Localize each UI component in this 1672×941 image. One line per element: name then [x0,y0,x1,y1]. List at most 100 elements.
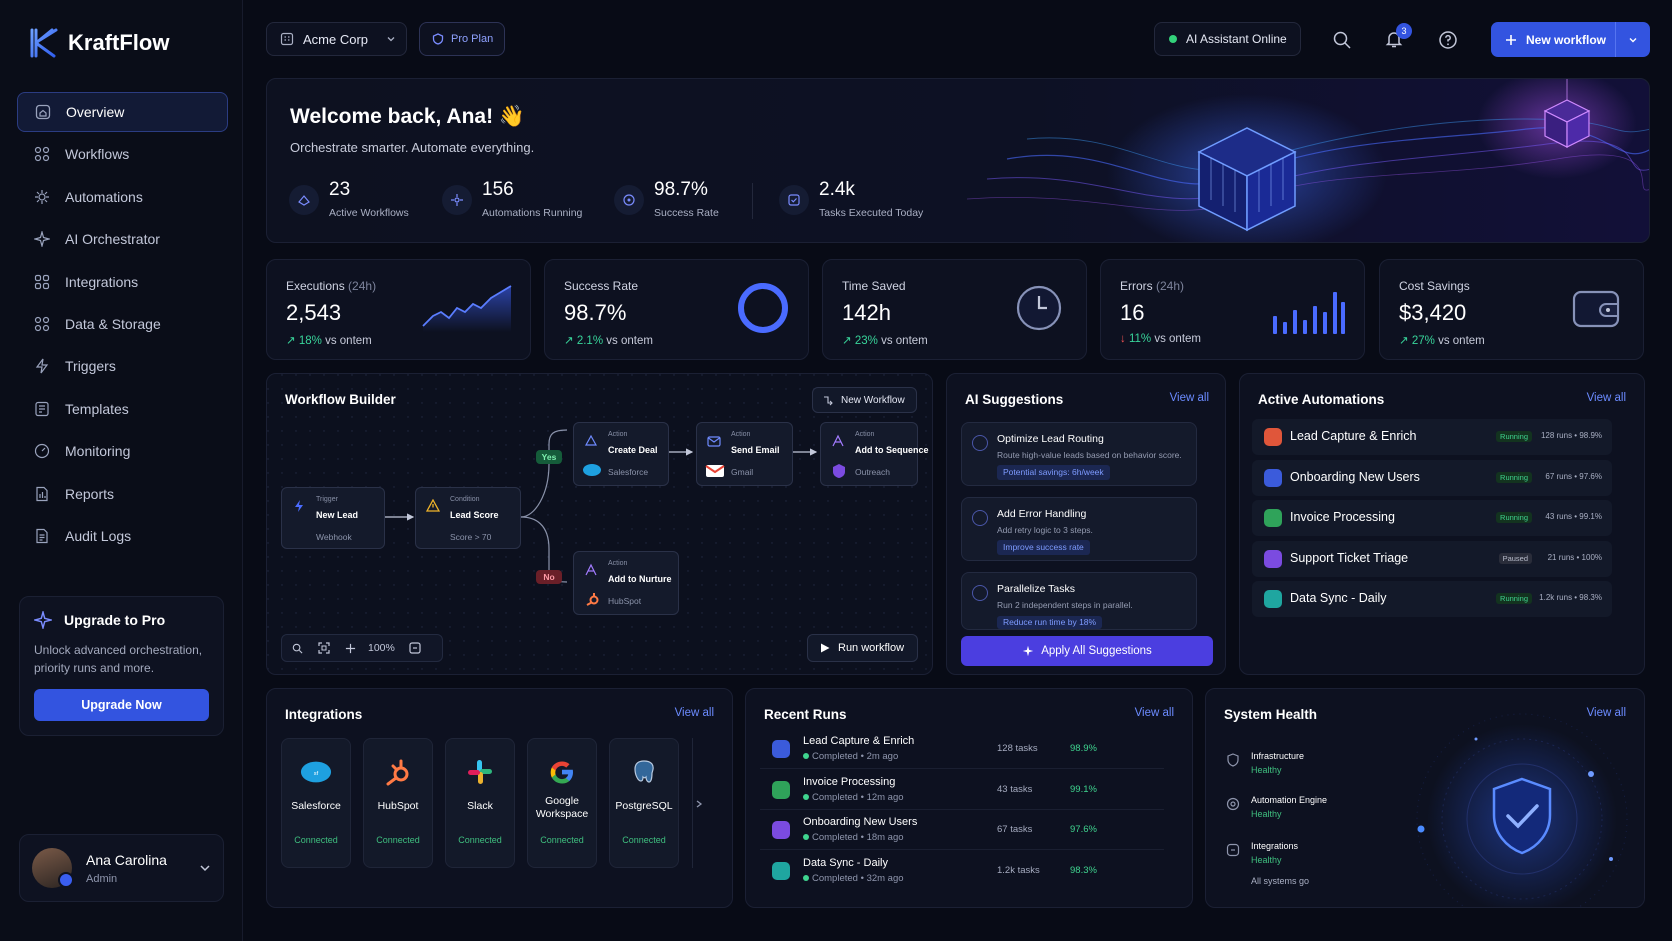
node-trigger-new-lead[interactable]: Trigger New Lead Webhook [281,487,385,549]
sidebar-item-workflows[interactable]: Workflows [17,134,228,174]
fit-view-icon[interactable] [318,642,330,654]
sidebar-item-templates[interactable]: Templates [17,389,228,429]
node-kind: Action [608,560,628,567]
automation-row-onboarding-new-users[interactable]: Onboarding New Users Running 67 runs • 97.… [1252,459,1612,496]
notifications-button[interactable]: 3 [1384,23,1412,51]
sidebar-item-ai-orchestrator[interactable]: AI Orchestrator [17,219,228,259]
node-title: Add to Nurture [608,574,672,584]
sidebar-item-integrations[interactable]: Integrations [17,262,228,302]
zoom-in-icon[interactable] [345,643,356,654]
automation-icon [1264,509,1282,527]
health-view-all-link[interactable]: View all [1586,707,1626,719]
node-action-add-to-nurture[interactable]: Action Add to Nurture HubSpot [573,551,679,615]
node-condition-lead-score[interactable]: Condition Lead Score Score > 70 [415,487,521,549]
brand-logo[interactable]: KraftFlow [30,28,169,58]
node-action-create-deal[interactable]: Action Create Deal Salesforce [573,422,669,486]
kpi-delta: 27% [1411,335,1435,347]
user-profile[interactable]: Ana Carolina Admin [19,834,224,902]
automations-view-all-link[interactable]: View all [1586,392,1626,404]
run-workflow-button[interactable]: Run workflow [807,634,918,662]
kpi-executions[interactable]: Executions (24h) 2,543 ↗ 18% vs ontem [266,259,531,360]
sidebar-item-label: Monitoring [65,443,131,460]
plan-label: Pro Plan [451,33,494,45]
suggestions-view-all-link[interactable]: View all [1169,392,1209,404]
sidebar-item-monitoring[interactable]: Monitoring [17,431,228,471]
kpi-delta: 18% [298,335,322,347]
error-bars-chart [1273,292,1345,334]
node-sub: Gmail [731,467,754,477]
run-row-onboarding-new-users[interactable]: Onboarding New Users Completed • 18m ago 6… [760,812,1164,850]
integration-slack[interactable]: Slack Connected [445,738,515,868]
org-switcher[interactable]: Acme Corp [266,22,407,56]
new-workflow-dropdown[interactable] [1616,22,1650,57]
log-icon [33,527,51,545]
chevron-down-icon[interactable] [199,862,211,874]
kpi-cost-savings[interactable]: Cost Savings $3,420 ↗ 27% vs ontem [1379,259,1644,360]
run-status-line: Completed • 12m ago [803,792,904,803]
integration-status: Connected [376,835,420,845]
upgrade-description: Unlock advanced orchestration, priority … [34,643,203,675]
kpi-delta-text: vs ontem [1438,335,1485,347]
bolt-icon [33,357,51,375]
node-action-send-email[interactable]: Action Send Email Gmail [696,422,793,486]
apply-all-suggestions-button[interactable]: Apply All Suggestions [961,636,1213,666]
assistant-status[interactable]: AI Assistant Online [1154,22,1301,56]
health-integrations[interactable]: Integrations Healthy [1226,841,1298,865]
integration-hubspot[interactable]: HubSpot Connected [363,738,433,868]
health-automation-engine[interactable]: Automation Engine Healthy [1226,795,1327,819]
kpi-success-rate[interactable]: Success Rate 98.7% ↗ 2.1% vs ontem [544,259,809,360]
automation-row-invoice-processing[interactable]: Invoice Processing Running 43 runs • 99.1% [1252,500,1612,536]
kpi-errors[interactable]: Errors (24h) 16 ↓ 11% vs ontem [1100,259,1365,360]
upgrade-now-button[interactable]: Upgrade Now [34,689,209,721]
sidebar-item-label: Data & Storage [65,315,161,332]
integration-google-workspace[interactable]: Google Workspace Connected [527,738,597,868]
trend-up-icon: ↗ [564,335,574,347]
suggestion-optimize-lead-routing[interactable]: Optimize Lead Routing Route high-value l… [961,422,1197,486]
suggestion-parallelize-tasks[interactable]: Parallelize Tasks Run 2 independent step… [961,572,1197,630]
integrations-view-all-link[interactable]: View all [674,707,714,719]
run-row-data-sync-daily[interactable]: Data Sync - Daily Completed • 32m ago 1.2k… [760,853,1164,891]
node-sub: Webhook [316,532,352,542]
kpi-delta-text: vs ontem [881,335,928,347]
run-row-lead-capture-enrich[interactable]: Lead Capture & Enrich Completed • 2m ago 1… [760,731,1164,769]
node-title: New Lead [316,510,359,520]
sidebar-item-label: Reports [65,485,115,502]
automations-title: Active Automations [1258,392,1385,407]
automation-row-data-sync-daily[interactable]: Data Sync - Daily Running 1.2k runs • 98.3… [1252,581,1612,617]
suggestion-add-error-handling[interactable]: Add Error Handling Add retry logic to 3 … [961,497,1197,561]
kpi-time-saved[interactable]: Time Saved 142h ↗ 23% vs ontem [822,259,1087,360]
node-sub: Score > 70 [450,532,492,542]
sidebar-item-automations[interactable]: Automations [17,177,228,217]
zoom-level[interactable]: 100% [368,642,395,654]
plan-badge[interactable]: Pro Plan [419,22,505,56]
health-item-status: Healthy [1251,855,1282,865]
help-icon[interactable] [1438,30,1458,50]
sidebar-item-triggers[interactable]: Triggers [17,346,228,386]
integration-salesforce[interactable]: sf Salesforce Connected [281,738,351,868]
layout-icon[interactable] [409,642,421,654]
plus-icon [1506,34,1516,45]
bolt-icon [295,500,303,512]
zoom-search-icon[interactable] [292,643,303,654]
new-workflow-button[interactable]: New workflow [1491,22,1616,57]
sidebar-item-overview[interactable]: Overview [17,92,228,132]
target-icon [614,185,644,215]
automation-row-support-ticket-triage[interactable]: Support Ticket Triage Paused 21 runs • 100… [1252,540,1612,577]
chevron-right-icon[interactable] [694,799,704,809]
automation-row-lead-capture-enrich[interactable]: Lead Capture & Enrich Running 128 runs • 9… [1252,419,1612,455]
sidebar-item-reports[interactable]: Reports [17,474,228,514]
integration-postgresql[interactable]: PostgreSQL Connected [609,738,679,868]
runs-view-all-link[interactable]: View all [1134,707,1174,719]
search-icon[interactable] [1332,30,1352,50]
run-tasks: 1.2k tasks [997,864,1040,876]
automation-name: Data Sync - Daily [1290,591,1387,605]
automation-icon [1264,590,1282,608]
new-workflow-canvas-button[interactable]: New Workflow [812,387,917,413]
sidebar-item-audit-logs[interactable]: Audit Logs [17,516,228,556]
sidebar-item-data-storage[interactable]: Data & Storage [17,304,228,344]
run-row-invoice-processing[interactable]: Invoice Processing Completed • 12m ago 43 … [760,772,1164,810]
status-badge: Paused [1498,552,1532,564]
hero-stat-label: Success Rate [654,207,719,219]
node-action-add-to-sequence[interactable]: Action Add to Sequence Outreach [820,422,929,486]
health-infrastructure[interactable]: Infrastructure Healthy [1226,751,1304,775]
